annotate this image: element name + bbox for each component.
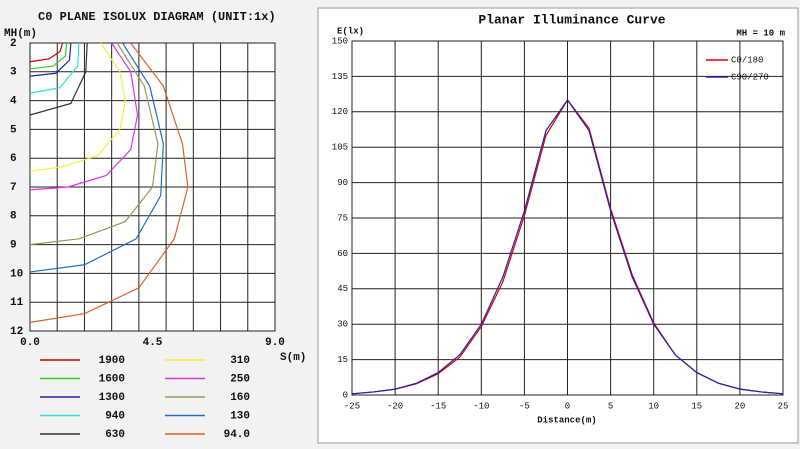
x-tick-label: -10	[473, 401, 489, 411]
x-axis-label: S(m)	[280, 352, 306, 364]
y-tick-label: 2	[10, 38, 17, 50]
y-tick-label: 12	[10, 326, 23, 338]
y-tick-label: 7	[10, 182, 17, 194]
legend-label: 94.0	[224, 429, 250, 441]
isolux-line	[29, 42, 64, 63]
x-tick-label: 20	[734, 401, 745, 411]
y-tick-label: 150	[332, 36, 348, 46]
y-tick-label: 135	[332, 72, 348, 82]
isolux-line	[29, 42, 80, 94]
x-tick-label: 9.0	[265, 337, 285, 349]
legend-label: 1600	[99, 373, 125, 385]
y-tick-label: 15	[337, 355, 348, 365]
y-tick-label: 3	[10, 67, 17, 79]
x-tick-label: 25	[778, 401, 789, 411]
y-tick-label: 60	[337, 249, 348, 259]
y-tick-label: 8	[10, 211, 17, 223]
x-tick-label: 0.0	[20, 337, 40, 349]
x-tick-label: -5	[519, 401, 530, 411]
x-tick-label: 15	[691, 401, 702, 411]
x-axis-label: Distance(m)	[537, 415, 596, 425]
y-tick-label: 10	[10, 268, 23, 280]
x-tick-label: 4.5	[143, 337, 163, 349]
legend-label: C0/180	[731, 55, 763, 65]
isolux-line	[29, 42, 164, 273]
series-line	[351, 98, 784, 395]
y-tick-label: 4	[10, 96, 17, 108]
legend-label: C90/270	[731, 72, 769, 82]
chart-title: Planar Illuminance Curve	[478, 12, 665, 27]
y-tick-label: 45	[337, 284, 348, 294]
y-tick-label: 75	[337, 213, 348, 223]
x-tick-label: -25	[344, 401, 360, 411]
y-tick-label: 11	[10, 297, 24, 309]
legend-label: 1900	[99, 355, 125, 367]
y-tick-label: 0	[343, 390, 348, 400]
x-tick-label: 0	[565, 401, 570, 411]
legend-label: 160	[230, 392, 250, 404]
isolux-line	[29, 42, 139, 191]
legend-label: 940	[105, 410, 125, 422]
y-axis-label: MH(m)	[4, 28, 37, 40]
legend-label: 310	[230, 355, 250, 367]
isolux-line	[29, 42, 88, 116]
y-tick-label: 5	[10, 124, 17, 136]
isolux-line	[29, 42, 68, 70]
y-tick-label: 120	[332, 107, 348, 117]
x-tick-label: 5	[608, 401, 613, 411]
isolux-line	[29, 42, 126, 172]
annotation: MH = 10 m	[736, 28, 785, 38]
y-tick-label: 9	[10, 240, 17, 252]
y-tick-label: 6	[10, 153, 17, 165]
legend-label: 130	[230, 410, 250, 422]
legend-label: 630	[105, 429, 125, 441]
isolux-line	[29, 42, 159, 246]
chart-title: C0 PLANE ISOLUX DIAGRAM (UNIT:1x)	[38, 10, 276, 24]
y-tick-label: 105	[332, 143, 348, 153]
y-tick-label: 30	[337, 320, 348, 330]
legend-label: 1300	[99, 392, 125, 404]
y-axis-label: E(lx)	[337, 26, 364, 36]
isolux-line	[29, 42, 189, 323]
legend-label: 250	[230, 373, 250, 385]
x-tick-label: 10	[648, 401, 659, 411]
y-tick-label: 90	[337, 178, 348, 188]
isolux-line	[29, 42, 72, 77]
x-tick-label: -20	[387, 401, 403, 411]
x-tick-label: -15	[430, 401, 446, 411]
